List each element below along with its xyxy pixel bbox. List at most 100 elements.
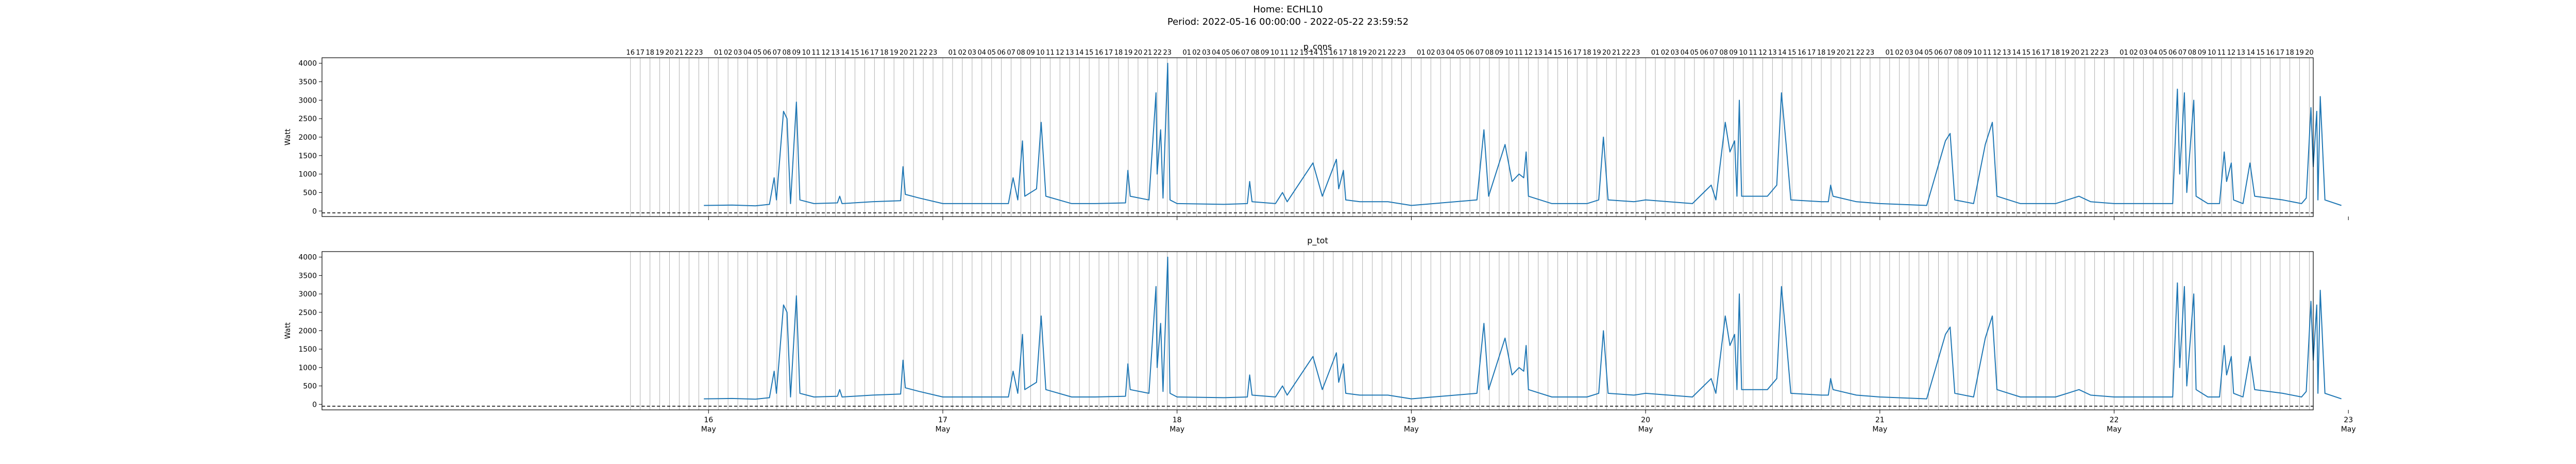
hour-tick-label: 14 (1778, 49, 1787, 57)
hour-tick-label: 01 (1417, 49, 1426, 57)
hour-tick-label: 02 (724, 49, 733, 57)
hour-tick-label: 15 (1788, 49, 1797, 57)
y-tick-label: 1500 (298, 152, 317, 160)
hour-tick-label: 23 (1632, 49, 1640, 57)
hour-tick-label: 23 (694, 49, 703, 57)
hour-tick-label: 10 (1739, 49, 1748, 57)
y-axis-label: Watt (284, 322, 292, 339)
hour-tick-label: 16 (860, 49, 869, 57)
hour-tick-label: 20 (900, 49, 908, 57)
hour-tick-label: 10 (2208, 49, 2216, 57)
hour-tick-label: 17 (2042, 49, 2050, 57)
hour-tick-label: 13 (1300, 49, 1309, 57)
x-date-label: 16 (704, 416, 713, 424)
hour-tick-label: 09 (1495, 49, 1504, 57)
hour-tick-label: 08 (783, 49, 791, 57)
hour-tick-label: 20 (665, 49, 674, 57)
hour-tick-label: 15 (2256, 49, 2265, 57)
hour-tick-label: 20 (1837, 49, 1845, 57)
hour-tick-label: 11 (1280, 49, 1289, 57)
hour-tick-label: 21 (675, 49, 684, 57)
hour-tick-label: 05 (1690, 49, 1699, 57)
x-date-label: 17 (938, 416, 947, 424)
hour-tick-label: 04 (1681, 49, 1689, 57)
hour-tick-label: 22 (1387, 49, 1396, 57)
hour-tick-label: 06 (1466, 49, 1475, 57)
hour-tick-label: 23 (929, 49, 938, 57)
hour-tick-label: 21 (1846, 49, 1855, 57)
hour-tick-label: 21 (909, 49, 918, 57)
x-date-label: 18 (1173, 416, 1182, 424)
hour-tick-label: 21 (2080, 49, 2089, 57)
hour-tick-label: 07 (1007, 49, 1015, 57)
hour-tick-label: 22 (685, 49, 693, 57)
hour-tick-label: 18 (880, 49, 889, 57)
hour-tick-label: 17 (1807, 49, 1816, 57)
hour-tick-label: 11 (2217, 49, 2226, 57)
hour-tick-label: 20 (1368, 49, 1377, 57)
hour-tick-label: 15 (1553, 49, 1562, 57)
hour-tick-label: 09 (1729, 49, 1738, 57)
hour-tick-label: 15 (1319, 49, 1328, 57)
hour-tick-label: 01 (714, 49, 723, 57)
hour-tick-label: 11 (1983, 49, 1992, 57)
hour-tick-label: 19 (2061, 49, 2070, 57)
hour-tick-label: 05 (1924, 49, 1933, 57)
hour-tick-label: 10 (1270, 49, 1279, 57)
y-tick-label: 4000 (298, 254, 317, 262)
hour-tick-label: 17 (636, 49, 645, 57)
hour-tick-label: 05 (2159, 49, 2167, 57)
hour-tick-label: 22 (1856, 49, 1865, 57)
hour-tick-label: 13 (1768, 49, 1777, 57)
hour-tick-label: 14 (1310, 49, 1318, 57)
hour-tick-label: 23 (1866, 49, 1875, 57)
hour-tick-label: 13 (1534, 49, 1543, 57)
hour-tick-label: 22 (1622, 49, 1631, 57)
hour-tick-label: 23 (2100, 49, 2109, 57)
hour-tick-label: 20 (1602, 49, 1611, 57)
hour-tick-label: 14 (2012, 49, 2021, 57)
hour-tick-label: 17 (1105, 49, 1113, 57)
hour-tick-label: 07 (2178, 49, 2187, 57)
hour-tick-label: 04 (1446, 49, 1455, 57)
y-tick-label: 3000 (298, 290, 317, 299)
hour-tick-label: 06 (1934, 49, 1943, 57)
hour-tick-label: 19 (1827, 49, 1836, 57)
hour-tick-label: 03 (2139, 49, 2148, 57)
hour-tick-label: 02 (1427, 49, 1435, 57)
hour-tick-label: 04 (1914, 49, 1923, 57)
x-date-label: 23 (2344, 416, 2353, 424)
hour-tick-label: 16 (2032, 49, 2041, 57)
hour-tick-label: 14 (1075, 49, 1084, 57)
hour-tick-label: 21 (1378, 49, 1386, 57)
hour-tick-label: 17 (870, 49, 879, 57)
hour-tick-label: 10 (802, 49, 810, 57)
hour-tick-label: 12 (1290, 49, 1299, 57)
hour-tick-label: 13 (2237, 49, 2246, 57)
hour-tick-label: 06 (2168, 49, 2177, 57)
hour-tick-label: 10 (1036, 49, 1045, 57)
hour-tick-label: 02 (1895, 49, 1904, 57)
hour-tick-label: 13 (2003, 49, 2011, 57)
hour-tick-label: 12 (2227, 49, 2236, 57)
series-line-p-tot (704, 256, 2342, 400)
series-line-p-cons (704, 62, 2342, 207)
hour-tick-label: 07 (1944, 49, 1953, 57)
hour-tick-label: 16 (1563, 49, 1572, 57)
hour-tick-label: 22 (1154, 49, 1162, 57)
hour-tick-label: 01 (1885, 49, 1894, 57)
hour-tick-label: 16 (1329, 49, 1338, 57)
hour-tick-label: 10 (1973, 49, 1982, 57)
hour-tick-label: 16 (1798, 49, 1806, 57)
hour-tick-label: 08 (1954, 49, 1962, 57)
y-tick-label: 1500 (298, 345, 317, 354)
hour-tick-label: 09 (792, 49, 801, 57)
y-tick-label: 3500 (298, 78, 317, 87)
hour-tick-label: 17 (2276, 49, 2284, 57)
plot-frame (321, 251, 2314, 410)
hour-tick-label: 21 (1144, 49, 1153, 57)
hour-tick-label: 12 (1056, 49, 1064, 57)
hour-tick-label: 12 (1524, 49, 1533, 57)
y-tick-label: 4000 (298, 60, 317, 68)
hour-tick-label: 04 (743, 49, 752, 57)
